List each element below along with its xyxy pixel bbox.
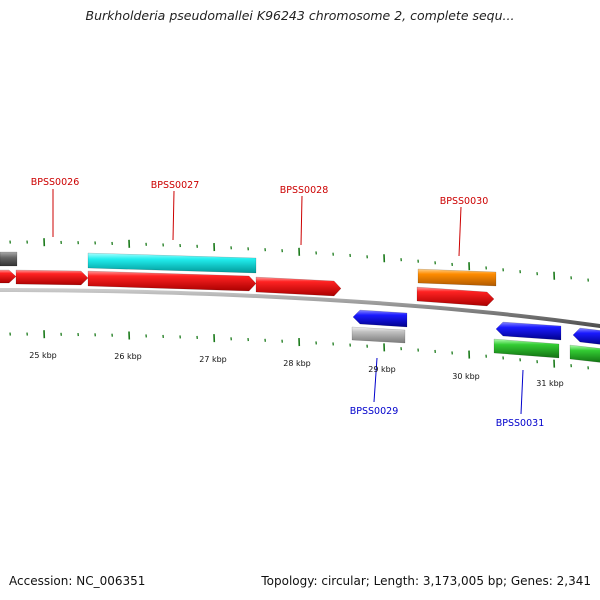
gene-feature-gray-lower[interactable]	[351, 326, 406, 344]
callout-line-bpss0027	[172, 190, 175, 241]
sequence-summary: Topology: circular; Length: 3,173,005 bp…	[261, 574, 591, 588]
scale-label: 30 kbp	[452, 372, 480, 381]
gene-arrow-blue-edge[interactable]	[572, 327, 600, 345]
gene-label-bpss0028[interactable]: BPSS0028	[280, 185, 328, 196]
callout-line-bpss0029	[373, 357, 378, 403]
callout-line-bpss0031	[520, 369, 524, 415]
tick-marks	[9, 238, 589, 370]
gene-feature-orange[interactable]	[417, 268, 497, 287]
scale-label: 29 kbp	[368, 365, 396, 374]
scale-label: 27 kbp	[199, 355, 227, 364]
gene-arrow-bpss0029[interactable]	[352, 309, 408, 328]
scale-label: 28 kbp	[283, 359, 311, 368]
gene-arrow-bpss0028[interactable]	[255, 276, 342, 297]
scale-labels: 25 kbp 26 kbp 27 kbp 28 kbp 29 kbp 30 kb…	[29, 351, 564, 388]
gene-feature-gray[interactable]	[0, 251, 18, 267]
gene-callouts: BPSS0026 BPSS0027 BPSS0028 BPSS0030 BPSS…	[31, 177, 544, 429]
chromosome-backbone	[0, 288, 600, 328]
gene-features[interactable]	[0, 251, 600, 363]
gene-feature-green-edge[interactable]	[569, 344, 600, 363]
accession-text: Accession: NC_006351	[9, 574, 146, 588]
gene-arrow-bpss0026[interactable]	[15, 269, 89, 286]
gene-label-bpss0031[interactable]: BPSS0031	[496, 418, 544, 429]
scale-label: 25 kbp	[29, 351, 57, 360]
map-title: Burkholderia pseudomallei K96243 chromos…	[85, 8, 515, 23]
gene-feature-green[interactable]	[493, 338, 560, 359]
callout-line-bpss0030	[458, 206, 462, 257]
gene-label-bpss0029[interactable]: BPSS0029	[350, 406, 398, 417]
gene-arrow-bpss0027[interactable]	[87, 270, 257, 292]
callout-line-bpss0028	[300, 195, 303, 246]
gene-arrow-red[interactable]	[0, 269, 17, 284]
scale-label: 26 kbp	[114, 352, 142, 361]
scale-label: 31 kbp	[536, 379, 564, 388]
gene-arrow-bpss0030[interactable]	[416, 286, 495, 307]
gene-label-bpss0030[interactable]: BPSS0030	[440, 196, 488, 207]
gene-label-bpss0027[interactable]: BPSS0027	[151, 180, 199, 191]
gene-feature-cyan[interactable]	[87, 252, 257, 274]
gene-label-bpss0026[interactable]: BPSS0026	[31, 177, 79, 188]
gene-arrow-bpss0031[interactable]	[495, 321, 562, 341]
